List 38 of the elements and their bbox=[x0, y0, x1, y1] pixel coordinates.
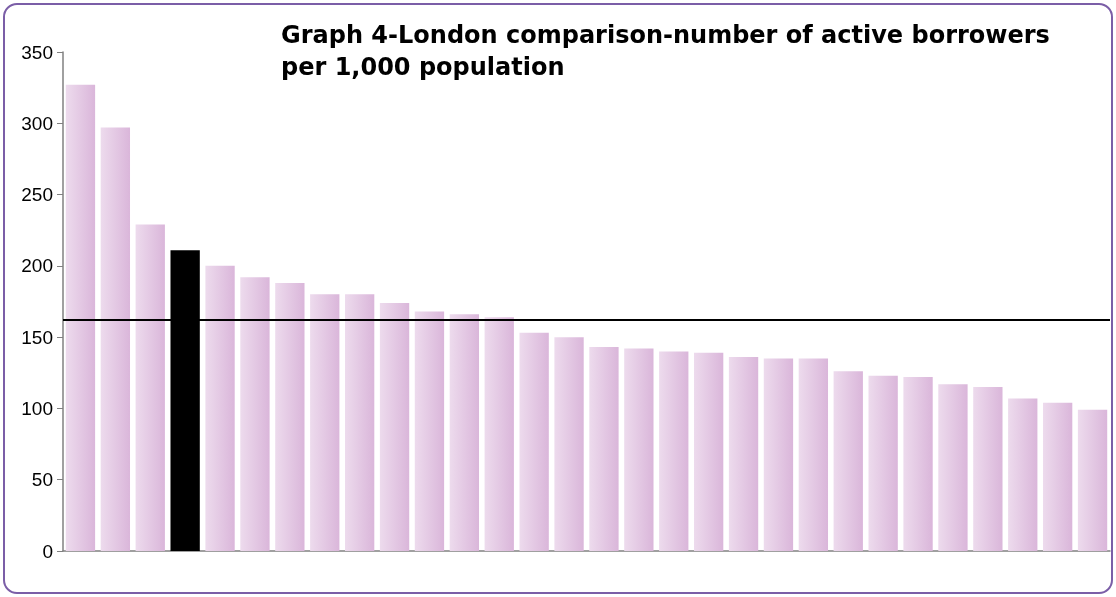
bar bbox=[275, 282, 305, 551]
bar bbox=[554, 337, 584, 551]
bar bbox=[589, 347, 619, 551]
bar bbox=[484, 317, 514, 551]
bar bbox=[1042, 402, 1073, 551]
y-tick-label: 0 bbox=[42, 540, 53, 562]
bar bbox=[449, 314, 480, 551]
bar bbox=[938, 384, 968, 551]
bar bbox=[1077, 409, 1108, 551]
bar bbox=[763, 358, 794, 551]
bar bbox=[798, 358, 829, 551]
bar bbox=[135, 224, 165, 551]
bar bbox=[519, 332, 549, 551]
bar bbox=[728, 357, 759, 551]
y-tick-label: 300 bbox=[21, 112, 53, 134]
bar bbox=[65, 84, 96, 551]
y-tick-label: 150 bbox=[21, 326, 53, 348]
bar bbox=[693, 352, 724, 551]
y-tick-label: 50 bbox=[31, 469, 53, 491]
bar bbox=[205, 265, 235, 551]
y-tick-label: 350 bbox=[21, 41, 53, 63]
y-tick-label: 200 bbox=[21, 255, 53, 277]
bar bbox=[903, 377, 933, 551]
bar bbox=[833, 371, 863, 551]
bar bbox=[344, 294, 375, 551]
bar bbox=[379, 302, 410, 551]
bar bbox=[659, 351, 689, 551]
bar bbox=[973, 387, 1003, 551]
bar bbox=[868, 375, 898, 551]
bar bbox=[624, 348, 654, 551]
y-tick-label: 100 bbox=[21, 397, 53, 419]
bar bbox=[240, 277, 270, 551]
chart-title: Graph 4-London comparison-number of active borrowers per 1,000 population bbox=[281, 21, 1059, 81]
bar bbox=[1008, 398, 1038, 551]
bar bbox=[310, 294, 340, 551]
y-tick-label: 250 bbox=[21, 184, 53, 206]
bar bbox=[100, 127, 131, 551]
bar bbox=[414, 311, 445, 551]
